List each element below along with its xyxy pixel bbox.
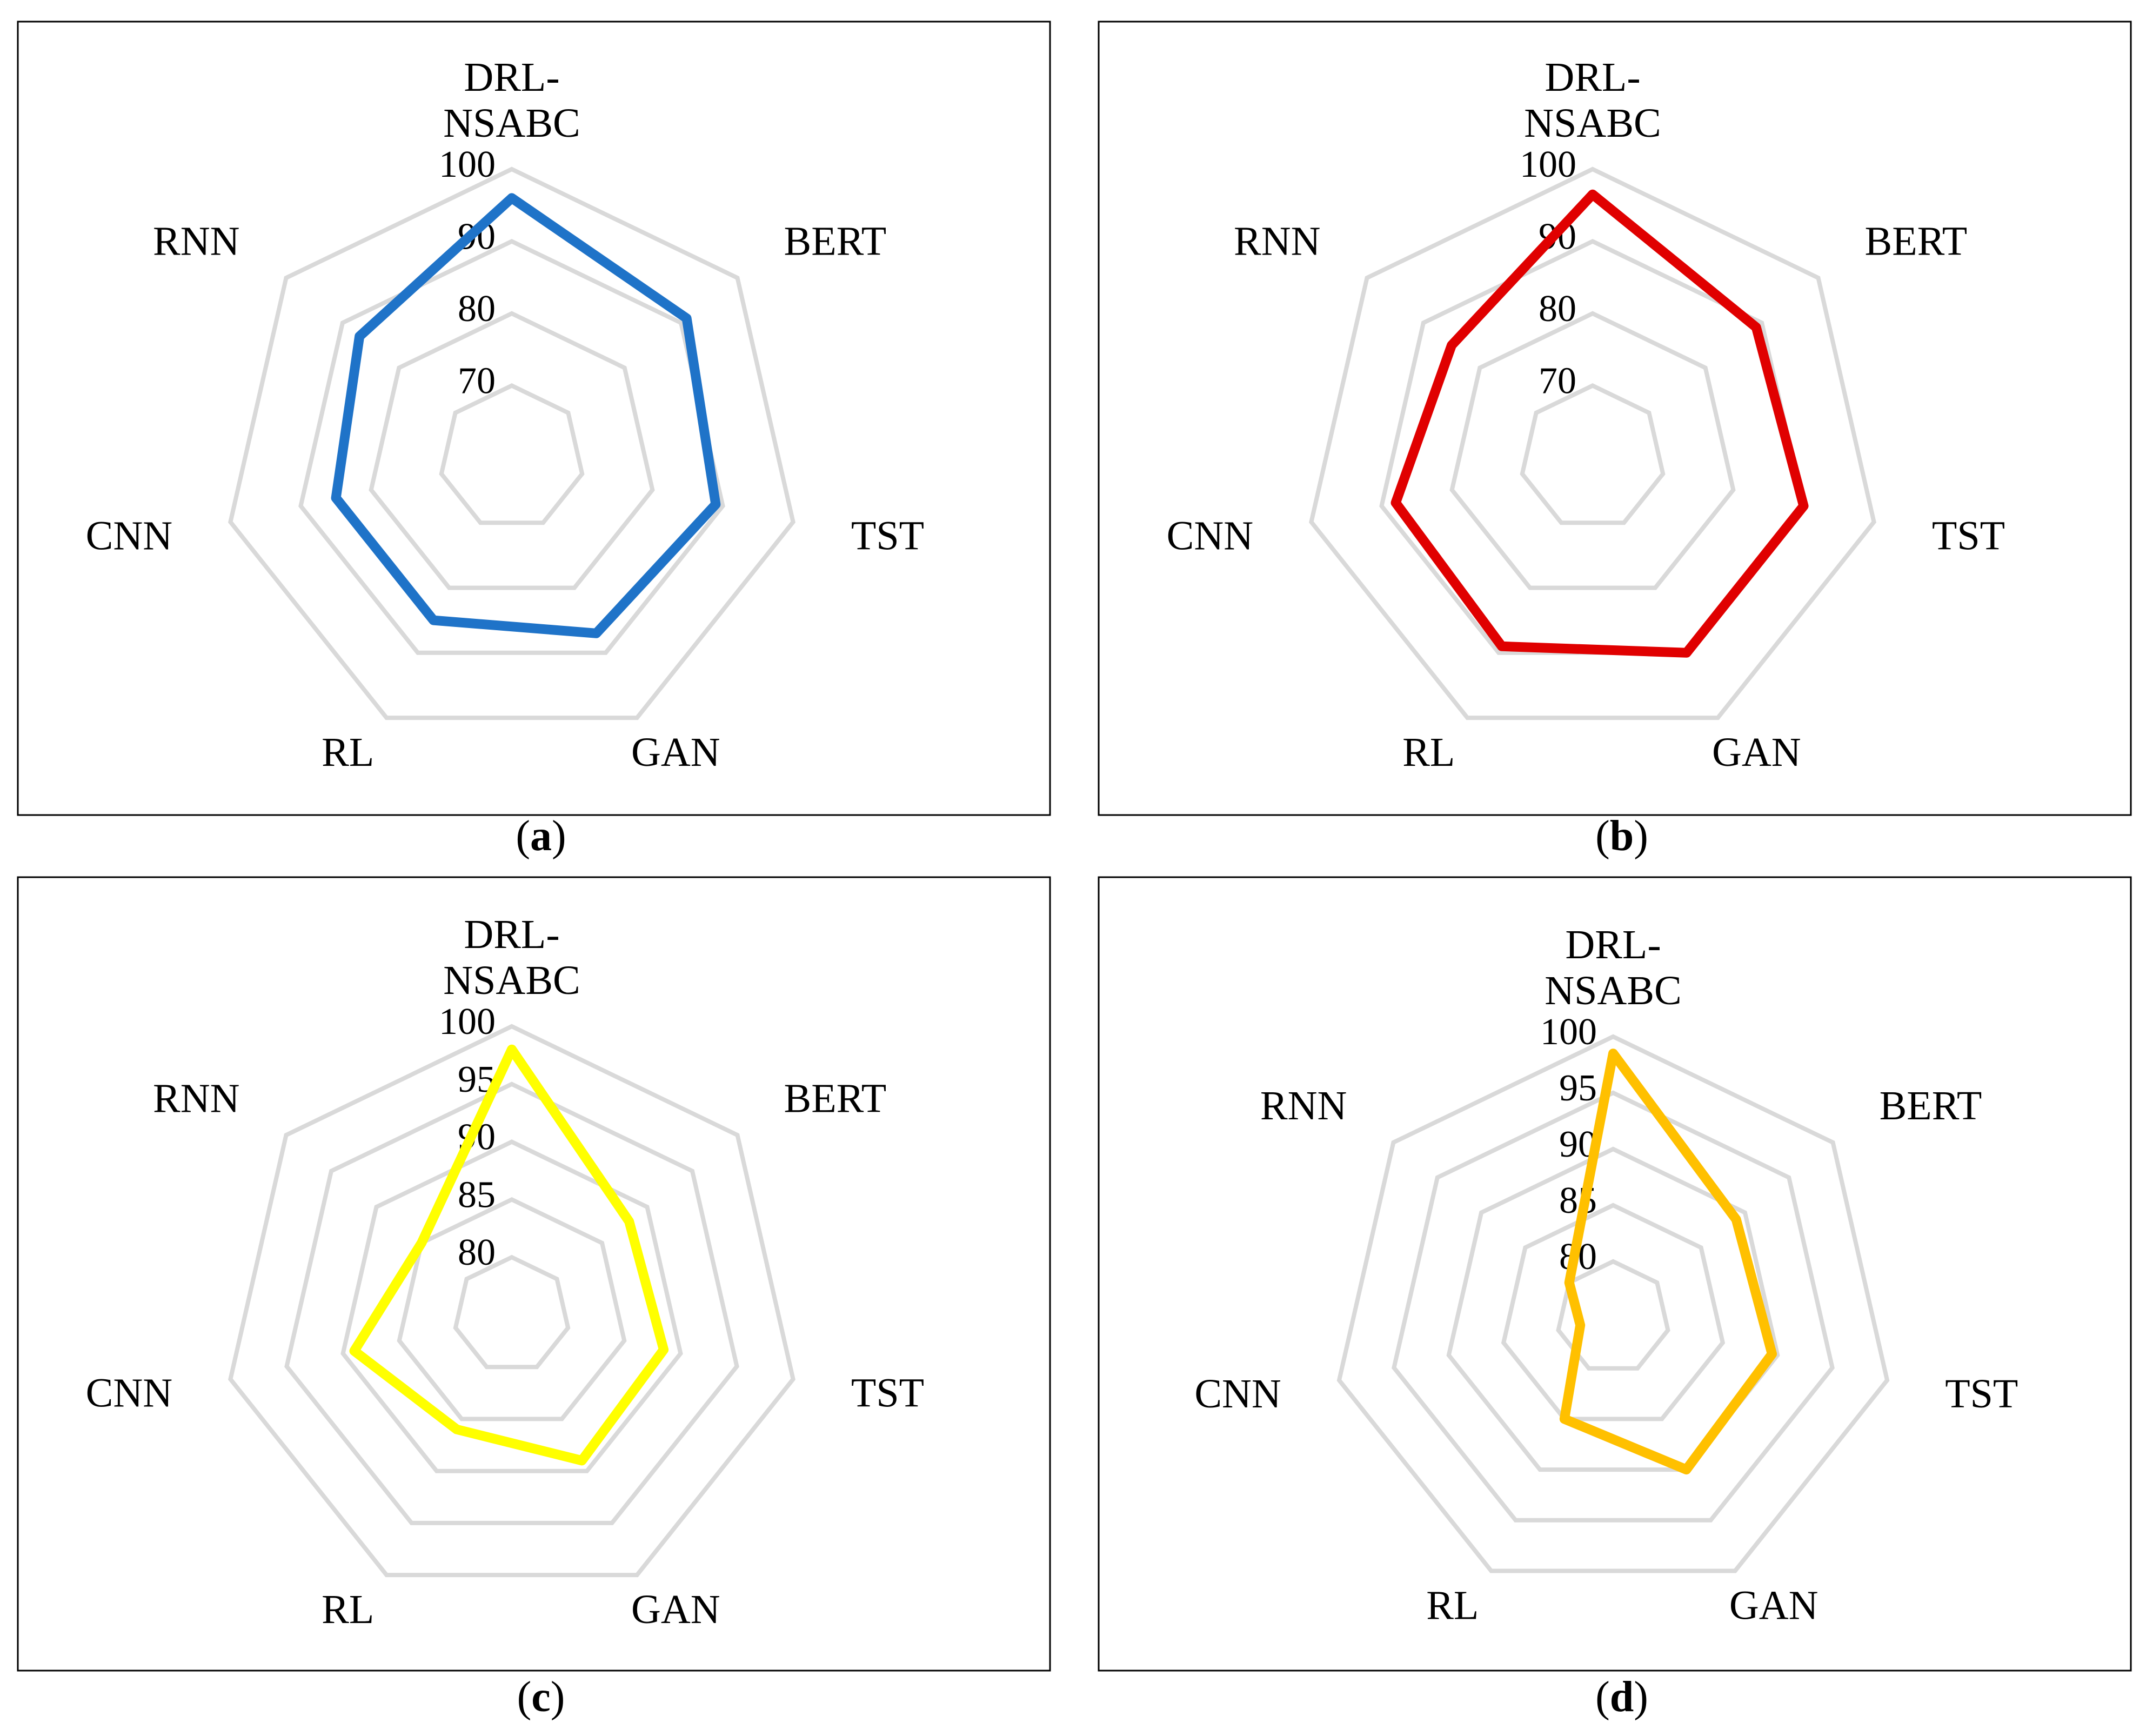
series-line: [1390, 189, 1809, 658]
axis-label-drl-nsabc-line1: DRL-: [464, 912, 559, 957]
caption-close-paren: ): [551, 1673, 565, 1721]
axis-label-rl: RL: [322, 730, 374, 775]
grid-ring: [340, 1139, 683, 1473]
tick-label: 80: [458, 288, 496, 330]
series-line: [1559, 1049, 1777, 1475]
caption-open-paren: (: [1595, 1673, 1610, 1721]
panel-caption: (b): [1595, 812, 1648, 860]
axis-label-cnn: CNN: [1194, 1371, 1281, 1417]
caption-letter: a: [530, 812, 552, 860]
panel-frame: [17, 876, 1051, 1672]
tick-label: 95: [1559, 1067, 1597, 1109]
axis-label-bert: BERT: [784, 219, 887, 264]
tick-label: 70: [1539, 360, 1576, 402]
grid-ring: [1309, 166, 1876, 720]
caption-open-paren: (: [517, 1673, 532, 1721]
axis-label-tst: TST: [851, 513, 924, 558]
series-line: [331, 193, 721, 638]
grid-ring: [369, 311, 655, 590]
axis-label-gan: GAN: [631, 1587, 720, 1632]
caption-close-paren: ): [552, 812, 566, 860]
axis-label-gan: GAN: [1712, 730, 1801, 775]
caption-close-paren: ): [1634, 1673, 1648, 1721]
axis-label-tst: TST: [851, 1370, 924, 1415]
panel-frame: [1098, 21, 2132, 816]
panel-caption: (a): [516, 812, 566, 860]
caption-letter: d: [1610, 1673, 1634, 1721]
series-line: [349, 1044, 669, 1466]
caption-open-paren: (: [1595, 812, 1610, 860]
panel-frame: [1098, 876, 2132, 1672]
panel-frame: [17, 21, 1051, 816]
axis-label-bert: BERT: [784, 1076, 887, 1121]
grid-ring: [1449, 311, 1736, 590]
axis-label-gan: GAN: [631, 730, 720, 775]
axis-label-cnn: CNN: [1167, 513, 1253, 558]
axis-label-cnn: CNN: [86, 1370, 172, 1415]
tick-label: 100: [1520, 144, 1576, 185]
caption-close-paren: ): [1634, 812, 1648, 860]
axis-label-cnn: CNN: [86, 513, 172, 558]
axis-label-drl-nsabc-line2: NSABC: [443, 958, 580, 1003]
tick-label: 100: [1540, 1011, 1597, 1053]
axis-label-tst: TST: [1932, 513, 2005, 558]
axis-label-rnn: RNN: [153, 219, 239, 264]
grid-ring: [1392, 1090, 1835, 1523]
axis-label-drl-nsabc-line2: NSABC: [443, 101, 580, 146]
tick-label: 85: [458, 1174, 496, 1216]
axis-label-drl-nsabc-line1: DRL-: [1565, 922, 1661, 967]
axis-label-tst: TST: [1945, 1371, 2018, 1417]
caption-letter: b: [1610, 812, 1634, 860]
radar-panel-c: 80859095100DRL-NSABCBERTTSTGANRLCNNRNN(c…: [17, 876, 1051, 1721]
axis-label-drl-nsabc-line2: NSABC: [1545, 968, 1681, 1013]
axis-label-gan: GAN: [1729, 1583, 1819, 1628]
grid-ring: [439, 383, 585, 525]
axis-label-drl-nsabc-line1: DRL-: [1545, 55, 1640, 100]
grid-ring: [228, 1024, 795, 1578]
caption-open-paren: (: [516, 812, 530, 860]
grid-ring: [1520, 383, 1666, 525]
axis-label-drl-nsabc-line1: DRL-: [464, 55, 559, 100]
axis-label-rnn: RNN: [1234, 219, 1320, 264]
grid-ring: [1336, 1034, 1890, 1573]
tick-label: 100: [439, 1001, 496, 1043]
axis-label-drl-nsabc-line2: NSABC: [1524, 101, 1661, 146]
panel-caption: (d): [1595, 1673, 1648, 1721]
axis-label-rl: RL: [1426, 1583, 1479, 1628]
panel-caption: (c): [517, 1673, 565, 1721]
tick-label: 80: [458, 1232, 496, 1273]
grid-ring: [284, 1081, 739, 1525]
axis-label-rl: RL: [322, 1587, 374, 1632]
tick-label: 70: [458, 360, 496, 402]
axis-label-bert: BERT: [1880, 1083, 1982, 1129]
grid-ring: [228, 166, 795, 720]
tick-label: 100: [439, 144, 496, 185]
grid-ring: [453, 1254, 571, 1370]
caption-letter: c: [531, 1673, 551, 1721]
axis-label-rnn: RNN: [153, 1076, 239, 1121]
axis-label-bert: BERT: [1865, 219, 1968, 264]
tick-label: 80: [1539, 288, 1576, 330]
grid-ring: [1446, 1146, 1780, 1472]
grid-ring: [1501, 1203, 1726, 1421]
grid-ring: [397, 1197, 627, 1421]
axis-label-rnn: RNN: [1260, 1083, 1347, 1129]
radar-panel-d: 80859095100DRL-NSABCBERTTSTGANRLCNNRNN(d…: [1098, 876, 2132, 1721]
axis-label-rl: RL: [1402, 730, 1455, 775]
